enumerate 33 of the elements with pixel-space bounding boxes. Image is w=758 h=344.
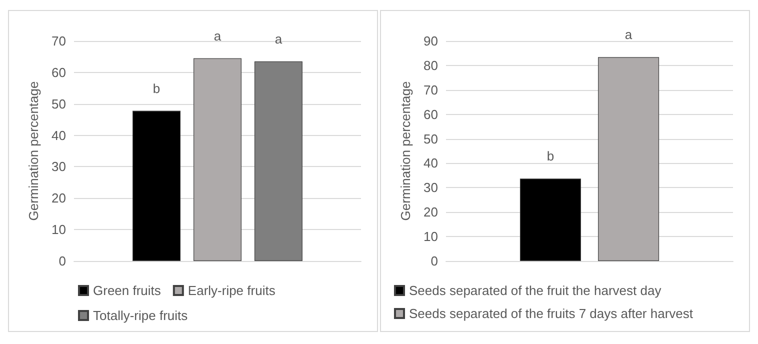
data-label: b	[546, 148, 554, 164]
y-tick-label: 20	[424, 204, 438, 220]
y-axis-title: Germination percentage	[398, 81, 413, 221]
y-axis-title: Germination percentage	[26, 81, 41, 221]
legend-label: Totally-ripe fruits	[93, 308, 188, 323]
y-tick-label: 50	[424, 131, 438, 146]
y-tick-label: 40	[424, 156, 438, 171]
y-tick-label: 70	[424, 82, 438, 98]
y-tick-label: 30	[424, 180, 438, 196]
y-tick-label: 90	[424, 34, 438, 48]
y-tick-label: 20	[52, 190, 66, 206]
y-tick-label: 60	[424, 106, 438, 122]
y-tick-label: 50	[52, 96, 66, 112]
bar	[194, 58, 242, 261]
y-tick-label: 40	[52, 128, 66, 143]
legend-label: Green fruits	[93, 283, 162, 298]
y-tick-label: 80	[424, 58, 438, 73]
bar	[254, 61, 302, 261]
data-label: b	[152, 80, 160, 96]
y-tick-label: 10	[52, 222, 66, 238]
y-tick-label: 70	[52, 34, 66, 48]
data-label: a	[624, 27, 633, 42]
data-label: a	[214, 28, 222, 44]
bar	[132, 110, 181, 261]
legend-label: Seeds separated of the fruit the harvest day	[409, 283, 662, 298]
legend-label: Early-ripe fruits	[188, 283, 276, 298]
data-label: a	[274, 31, 283, 46]
y-tick-label: 0	[58, 254, 66, 268]
y-tick-label: 30	[52, 159, 66, 174]
y-tick-label: 0	[430, 254, 438, 268]
y-tick-label: 60	[52, 64, 66, 80]
y-tick-label: 10	[424, 229, 438, 244]
legend-label: Seeds separated of the fruits 7 days after harvest	[409, 306, 694, 321]
